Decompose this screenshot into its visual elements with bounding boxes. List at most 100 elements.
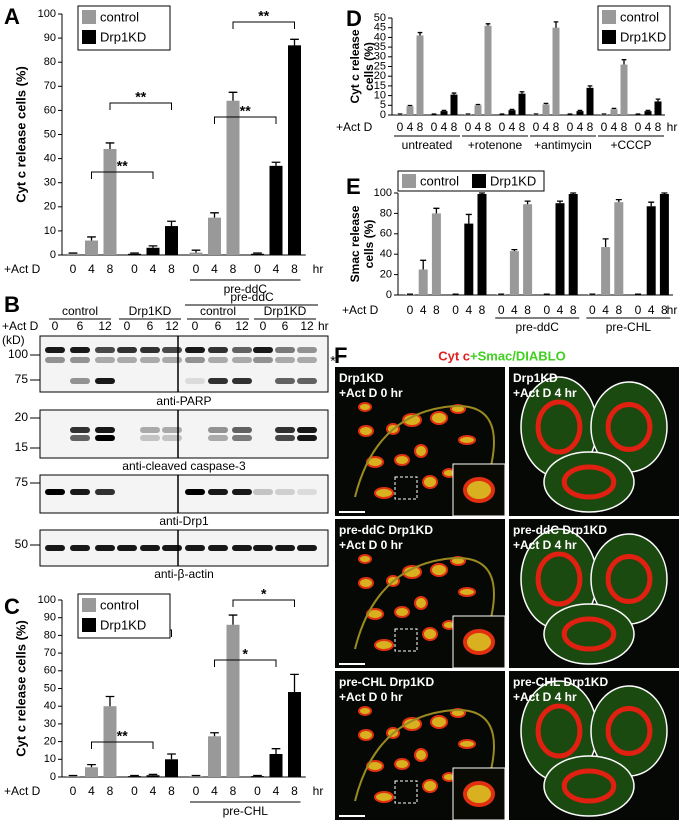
x-tick-label: 0 <box>193 784 200 798</box>
legend-swatch <box>82 10 96 24</box>
group-label: pre-CHL <box>223 804 269 818</box>
x-tick-label: 8 <box>230 262 237 276</box>
bar <box>576 111 584 115</box>
band <box>140 435 160 441</box>
tile-label: Drp1KD <box>513 371 558 385</box>
error-bar <box>191 774 201 777</box>
inset-cluster <box>463 477 495 503</box>
y-tick-label: 40 <box>374 31 386 43</box>
band <box>297 347 317 353</box>
x-tick-label: 8 <box>570 303 577 317</box>
tile-label: +Act D 0 hr <box>339 690 403 704</box>
panel-letter: A <box>4 4 20 29</box>
error-bar <box>253 252 262 254</box>
lane-label: 0 <box>124 319 131 333</box>
bar <box>566 114 574 115</box>
bar <box>66 776 80 777</box>
error-bar <box>611 107 617 110</box>
significance-label: ** <box>258 8 269 24</box>
mw-marker: 75 <box>15 372 29 386</box>
y-tick-label: 20 <box>374 70 386 82</box>
mito-cluster <box>430 715 448 729</box>
y-axis-label: Cyt c release cells (%) <box>13 620 28 757</box>
band <box>70 357 90 363</box>
x-tick-label: 0 <box>589 303 596 317</box>
tile-label: +Act D 0 hr <box>339 538 403 552</box>
x-tick-label: 4 <box>150 784 157 798</box>
mw-marker: 20 <box>15 410 29 424</box>
error-bar <box>661 192 668 195</box>
band <box>253 357 273 363</box>
bar <box>484 25 492 115</box>
error-bar <box>648 201 655 207</box>
y-tick-label: 30 <box>374 51 386 63</box>
band <box>185 545 205 551</box>
error-bar <box>68 774 78 777</box>
band <box>297 435 317 441</box>
band <box>208 435 228 441</box>
x-tick-label: 0 <box>498 303 505 317</box>
x-tick-label: 0 <box>131 262 138 276</box>
error-bar <box>253 774 262 777</box>
y-tick-label: 0 <box>380 109 386 121</box>
bar <box>542 104 550 115</box>
tile-label: pre-CHL Drp1KD <box>513 675 608 689</box>
x-unit: hr <box>667 120 678 134</box>
cell-outline <box>354 709 495 802</box>
mito-cluster <box>358 577 374 589</box>
band <box>95 545 115 551</box>
significance-label: ** <box>117 728 128 744</box>
y-tick-label: 70 <box>44 80 56 92</box>
legend-swatch <box>472 174 486 188</box>
title-red: Cyt c <box>438 348 470 363</box>
mito-cluster <box>414 444 428 458</box>
band <box>253 489 273 495</box>
legend-box <box>397 170 545 192</box>
x-tick-label: 8 <box>485 120 492 134</box>
band <box>232 427 252 433</box>
bar <box>634 114 642 115</box>
bar <box>189 776 203 777</box>
bar <box>477 194 487 295</box>
x-tick-label: 4 <box>211 784 218 798</box>
band <box>232 357 252 363</box>
bar <box>644 111 652 115</box>
y-tick-label: 90 <box>44 32 56 44</box>
band <box>45 545 65 551</box>
x-tick-label: 4 <box>543 120 550 134</box>
band <box>140 357 160 363</box>
x-tick-label: 0 <box>567 120 574 134</box>
x-tick-label: 4 <box>273 784 280 798</box>
x-tick-label: 8 <box>451 120 458 134</box>
error-bar <box>407 104 413 107</box>
bar <box>601 247 611 295</box>
y-axis-label: cells (%) <box>362 42 376 91</box>
mito-cluster <box>422 779 438 793</box>
mito-cluster <box>422 475 438 489</box>
error-bar <box>577 109 583 112</box>
y-tick-label: 50 <box>44 128 56 140</box>
micrograph: pre-CHL Drp1KD+Act D 0 hr <box>335 671 506 821</box>
band <box>117 545 137 551</box>
band <box>297 378 317 384</box>
micrograph: Drp1KD+Act D 4 hr <box>509 367 679 516</box>
antibody-label: anti-cleaved caspase-3 <box>122 459 246 473</box>
group-label: Drp1KD <box>264 304 307 318</box>
error-bar <box>441 109 447 112</box>
panel-letter: D <box>346 6 362 31</box>
x-tick-label: 4 <box>611 120 618 134</box>
error-bar <box>167 753 176 760</box>
mito-red <box>561 464 617 500</box>
tile-label: +Act D 0 hr <box>339 386 403 400</box>
bar <box>552 27 560 116</box>
micrograph: pre-ddC Drp1KD+Act D 0 hr <box>335 519 506 669</box>
error-bar <box>451 92 457 95</box>
roi-box <box>394 476 418 500</box>
inset-cluster <box>463 629 495 655</box>
band <box>117 357 137 363</box>
y-tick-label: 30 <box>44 718 56 730</box>
error-bar <box>645 109 651 112</box>
y-tick-label: 60 <box>44 665 56 677</box>
error-bar <box>587 85 593 88</box>
mito-cluster <box>430 563 448 577</box>
